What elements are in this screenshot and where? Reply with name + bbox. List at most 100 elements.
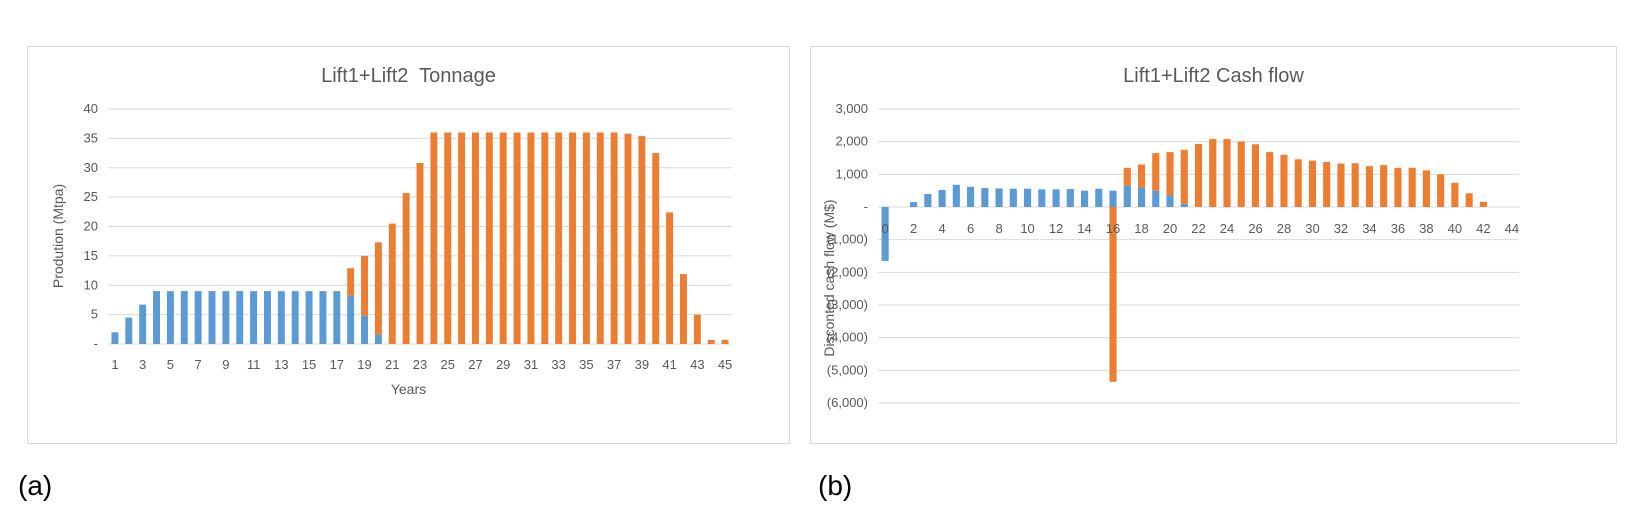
bar	[1180, 203, 1188, 207]
x-tick-label: 1	[111, 357, 118, 372]
bar	[582, 132, 590, 344]
bar	[111, 332, 119, 344]
bar	[1251, 144, 1260, 207]
bar	[610, 132, 618, 344]
bar	[513, 132, 521, 344]
y-tick-label: (6,000)	[827, 395, 868, 410]
x-tick-label: 30	[1305, 221, 1319, 236]
x-tick-label: 28	[1277, 221, 1291, 236]
x-tick-label: 45	[718, 357, 732, 372]
bar	[1137, 164, 1146, 188]
x-tick-label: 0	[882, 221, 889, 236]
y-tick-label: 10	[84, 277, 98, 292]
x-tick-label: 20	[1163, 221, 1177, 236]
bar	[1052, 189, 1060, 207]
bar	[938, 190, 946, 207]
bar	[402, 193, 410, 344]
bar	[967, 186, 975, 207]
bar	[541, 132, 549, 344]
cashflow-chart-panel: Lift1+Lift2 Cash flow 3,000 2,000 1,000 - (1…	[810, 46, 1617, 444]
x-tick-label: 7	[195, 357, 202, 372]
y-tick-label: (5,000)	[827, 362, 868, 377]
y-tick-label: 40	[84, 101, 98, 116]
y-tick-label: 1,000	[835, 166, 868, 181]
bar	[1280, 154, 1288, 207]
bar	[430, 132, 438, 344]
bar	[693, 314, 701, 344]
x-tick-label: 3	[139, 357, 146, 372]
bar	[652, 153, 660, 344]
bar	[472, 132, 479, 344]
bar	[236, 291, 244, 344]
y-tick-label: (2,000)	[827, 264, 868, 279]
bar	[361, 255, 368, 316]
bar	[924, 193, 932, 207]
bar	[1323, 161, 1331, 207]
bar	[596, 132, 604, 344]
bar	[527, 132, 535, 344]
x-tick-label: 23	[413, 357, 427, 372]
x-tick-label: 42	[1476, 221, 1490, 236]
bar	[416, 163, 424, 344]
chart-title: Lift1+Lift2 Tonnage	[321, 65, 496, 87]
y-tick-label: 2,000	[835, 134, 868, 149]
x-tick-label: 25	[440, 357, 454, 372]
x-tick-label: 36	[1391, 221, 1405, 236]
x-tick-label: 24	[1220, 221, 1234, 236]
x-tick-label: 19	[357, 357, 371, 372]
bar	[1209, 139, 1217, 207]
x-tick-label: 15	[302, 357, 316, 372]
bar	[1394, 167, 1402, 207]
bar	[1223, 139, 1231, 207]
bar	[624, 133, 632, 344]
x-tick-label: 39	[635, 357, 649, 372]
bar	[1123, 185, 1131, 207]
x-tick-label: 26	[1248, 221, 1262, 236]
bar	[208, 291, 216, 344]
bar	[638, 136, 646, 344]
x-tick-label: 10	[1020, 221, 1034, 236]
bar	[264, 291, 271, 344]
bar	[910, 202, 918, 207]
x-tick-label: 17	[330, 357, 344, 372]
bar	[1308, 160, 1317, 207]
x-tick-label: 38	[1419, 221, 1433, 236]
bar	[1451, 182, 1459, 207]
y-tick-label: 5	[91, 307, 98, 322]
bar	[1024, 188, 1032, 207]
bar	[680, 274, 687, 344]
bar	[319, 291, 327, 344]
x-tick-label: 14	[1077, 221, 1091, 236]
bar	[1266, 152, 1274, 207]
bar	[995, 188, 1003, 207]
bar	[166, 291, 174, 344]
bar	[347, 268, 355, 296]
bar	[499, 132, 507, 344]
bar	[1408, 167, 1416, 207]
y-tick-label: (4,000)	[827, 330, 868, 345]
x-tick-label: 12	[1049, 221, 1063, 236]
bar	[1465, 193, 1473, 207]
bar	[388, 223, 396, 344]
x-tick-label: 43	[690, 357, 704, 372]
bar	[485, 132, 493, 344]
y-axis-label: Disconted cash flow (M$)	[821, 199, 837, 357]
bar	[1422, 170, 1430, 207]
bar	[666, 212, 674, 344]
y-tick-label: -	[94, 336, 98, 351]
bar	[361, 315, 368, 344]
bar	[721, 339, 729, 344]
bar	[1152, 190, 1160, 207]
bar	[347, 295, 355, 344]
x-tick-label: 18	[1134, 221, 1148, 236]
y-tick-label: 25	[84, 189, 98, 204]
bar	[1123, 167, 1131, 186]
x-tick-label: 16	[1106, 221, 1120, 236]
x-tick-label: 31	[524, 357, 538, 372]
bar	[981, 188, 989, 207]
bar	[1137, 187, 1146, 207]
bar	[1166, 195, 1174, 207]
bar	[1080, 190, 1089, 207]
bar	[555, 132, 563, 344]
